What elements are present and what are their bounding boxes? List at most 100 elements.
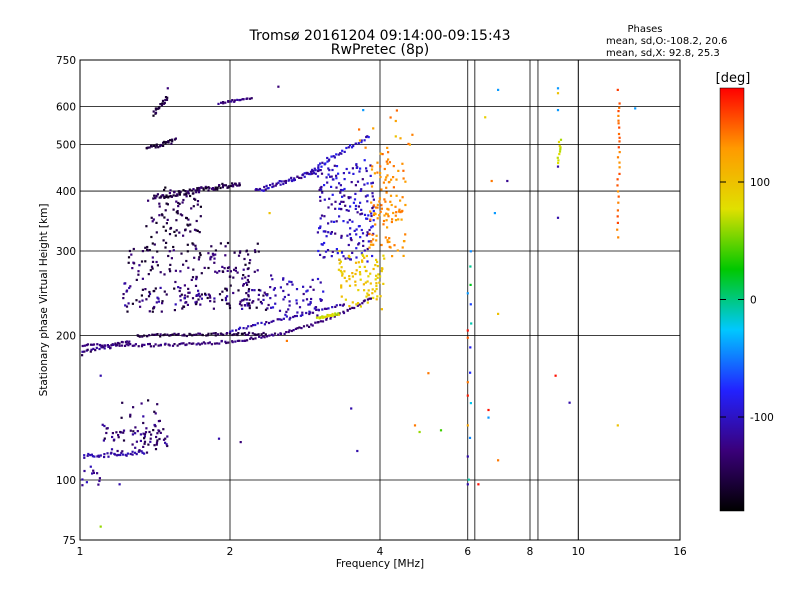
echo-point (397, 210, 401, 213)
echo-point (283, 332, 286, 335)
echo-point (247, 290, 250, 293)
echo-point (287, 330, 290, 334)
echo-point (358, 271, 362, 274)
echo-point (197, 332, 200, 335)
echo-point (200, 186, 203, 189)
echo-point (278, 180, 281, 183)
echo-point (358, 139, 362, 142)
echo-point (247, 267, 250, 270)
echo-point (268, 212, 271, 215)
echo-point (372, 198, 375, 201)
echo-point (390, 178, 393, 181)
echo-point (101, 344, 104, 347)
echo-point (372, 219, 375, 222)
echo-point (398, 208, 401, 211)
echo-point (178, 289, 181, 293)
echo-point (231, 341, 234, 344)
echo-point (380, 243, 383, 247)
echo-point (469, 346, 472, 349)
echo-point (258, 335, 261, 338)
echo-point (319, 195, 322, 199)
echo-point (559, 146, 562, 149)
echo-point (288, 300, 291, 303)
echo-point (221, 298, 224, 302)
echo-point (349, 258, 352, 261)
echo-point (122, 297, 125, 300)
echo-point (245, 298, 248, 301)
echo-point (231, 182, 234, 185)
echo-point (239, 250, 242, 253)
echo-point (350, 181, 353, 184)
echo-point (326, 156, 329, 160)
echo-point (352, 144, 355, 148)
echo-point (163, 290, 166, 293)
echo-point (327, 159, 330, 162)
echo-point (91, 472, 94, 475)
echo-point (341, 272, 344, 275)
echo-point (202, 341, 205, 344)
echo-point (316, 316, 319, 319)
echo-point (181, 334, 184, 337)
echo-point (131, 433, 134, 436)
echo-point (153, 333, 156, 336)
echo-point (338, 312, 341, 315)
echo-point (335, 165, 339, 168)
echo-point (121, 344, 124, 347)
echo-point (106, 344, 109, 347)
echo-point (197, 187, 200, 190)
echo-point (322, 230, 325, 233)
echo-point (370, 201, 373, 204)
echo-point (186, 295, 189, 298)
echo-point (130, 253, 133, 256)
echo-point (326, 313, 329, 317)
echo-point (331, 250, 334, 253)
echo-point (118, 342, 121, 345)
echo-point (238, 183, 241, 187)
echo-point (371, 192, 374, 195)
echo-point (356, 180, 360, 183)
echo-point (285, 331, 288, 334)
echo-point (343, 187, 346, 191)
echo-point (245, 250, 248, 253)
echo-point (81, 350, 84, 353)
echo-point (333, 315, 336, 318)
echo-point (235, 333, 238, 336)
echo-point (330, 314, 333, 317)
echo-point (327, 314, 331, 317)
echo-point (269, 297, 272, 300)
echo-point (238, 182, 241, 185)
echo-point (107, 345, 110, 348)
echo-point (252, 300, 255, 303)
echo-point (159, 143, 162, 147)
echo-point (466, 292, 469, 295)
echo-point (330, 231, 333, 234)
echo-point (189, 230, 192, 233)
echo-point (248, 298, 251, 301)
echo-point (355, 233, 358, 236)
echo-point (284, 179, 287, 183)
echo-point (339, 191, 342, 194)
echo-point (289, 316, 292, 319)
echo-point (358, 225, 361, 228)
echo-point (254, 250, 257, 254)
echo-point (316, 314, 319, 317)
echo-point (228, 332, 232, 335)
echo-point (226, 266, 230, 269)
echo-point (372, 205, 375, 208)
echo-point (143, 452, 146, 455)
echo-point (182, 198, 185, 202)
echo-point (348, 218, 351, 222)
echo-point (466, 329, 469, 332)
echo-point (376, 265, 379, 268)
echo-point (362, 240, 365, 243)
echo-point (348, 275, 351, 278)
echo-point (341, 195, 344, 198)
echo-point (274, 184, 277, 187)
echo-point (355, 166, 358, 169)
echo-point (559, 148, 562, 151)
echo-point (161, 102, 164, 105)
echo-point (316, 175, 320, 178)
echo-point (399, 211, 402, 214)
echo-point (152, 218, 155, 221)
echo-point (157, 429, 160, 432)
